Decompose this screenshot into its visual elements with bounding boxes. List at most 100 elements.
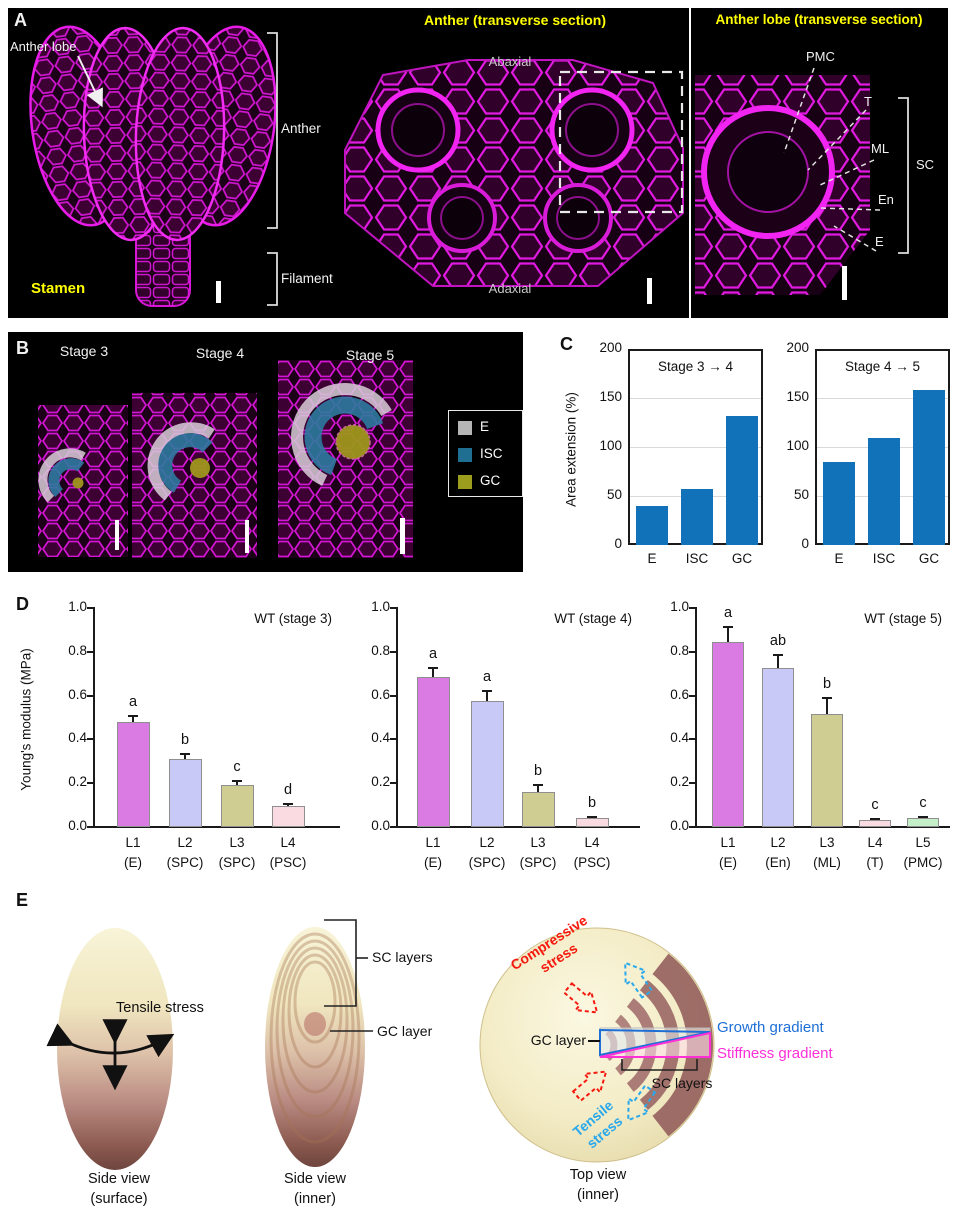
anther-bracket [267,32,278,229]
scale-bar [647,278,652,304]
x-axis [396,826,640,828]
x-tick-label: E [647,551,657,566]
x-tick-label: ISC [685,551,709,566]
x-tick-sublabel: (SPC) [218,855,256,870]
x-tick-label: L3 [229,835,245,850]
y-tick-label: 0.4 [68,730,87,746]
caption-side-view-surface: Side view (surface) [57,1170,181,1209]
y-axis [396,607,398,828]
error-cap [822,696,832,699]
stage5-label: Stage 5 [345,347,395,363]
error-bar [537,785,539,792]
bar [823,461,855,545]
error-cap [533,784,543,787]
sig-letter: d [283,781,293,798]
error-bar [132,716,134,722]
error-bar [287,803,289,807]
x-tick-sublabel: (PSC) [269,855,307,870]
t-label: T [864,94,872,109]
growth-gradient-wedge [599,1028,711,1057]
bar [907,818,939,827]
stage3-image [38,405,128,557]
anther-lobe-arrow [77,55,103,108]
y-tick-label: 0.8 [670,642,689,658]
x-tick-sublabel: (E) [124,855,142,870]
error-cap [482,690,492,693]
compressive-stress-label: Compressive stress [496,904,612,997]
caption-line: Side view [283,1171,347,1187]
bar [868,438,900,545]
caption-line: Side view [87,1171,151,1187]
legend-label-e: E [480,419,490,434]
filament-label: Filament [281,271,333,286]
error-bar [826,697,828,715]
sig-letter: c [871,796,879,813]
tensile-arrow-curved [46,1023,175,1058]
bar [762,668,794,827]
panel-c-ylabel: Area extension (%) [563,392,579,507]
tick-mark [87,738,93,741]
gridline [817,398,948,399]
x-tick-label: L1 [425,835,441,850]
panel-e-label: E [16,890,29,910]
y-axis [93,607,95,828]
x-tick-label: GC [918,551,940,566]
y-tick-label: 0.6 [371,686,390,702]
anther-cross-section-image [344,59,684,304]
stamen-title: Stamen [31,280,86,297]
tick-mark [689,607,695,609]
tick-mark [689,826,695,828]
stiffness-gradient-wedge [599,1031,711,1058]
x-tick-sublabel: (SPC) [519,855,557,870]
y-tick-label: 0.0 [371,818,390,833]
bar [116,721,150,827]
error-cap [428,667,438,670]
anther-lobe-label: Anther lobe [10,39,77,54]
error-bar [236,781,238,786]
filament-image [135,203,191,307]
bar [636,505,668,545]
gc-layer-side-label: GC layer [377,1023,433,1039]
tick-mark [87,650,93,653]
sig-letter: c [233,759,241,775]
y-tick-label: 0.6 [670,686,689,702]
x-tick-label: L4 [584,835,600,850]
panel-d-ylabel: Young's modulus (MPa) [18,648,34,791]
x-tick-label: L2 [177,835,193,850]
sig-letter: b [533,763,543,780]
stage5-image [278,360,413,558]
x-axis [695,826,950,828]
compressive-arrow-top [562,981,599,1014]
filament-bracket [267,252,278,306]
x-tick-sublabel: (ML) [813,855,841,870]
x-tick-label: L3 [819,835,835,850]
y-tick-label: 0.2 [670,774,689,790]
y-tick-label: 50 [606,487,622,502]
adaxial-label: Adaxial [488,281,532,296]
stage4-image [132,393,257,558]
legend-label-isc: ISC [480,446,503,461]
y-tick-label: 50 [793,487,809,502]
bar [712,641,744,827]
pmc-label: PMC [806,49,835,64]
sc-layers-bracket [324,919,357,1007]
zoom-region-box [558,70,684,214]
x-tick-sublabel: (En) [765,855,791,870]
error-bar [777,655,779,669]
gridline [630,447,761,448]
tensile-stress-label: Tensile stress [116,1000,204,1016]
gradient-strip [599,1027,711,1058]
legend-swatch-gc [458,475,472,489]
x-tick-sublabel: (SPC) [166,855,204,870]
x-tick-label: L3 [530,835,546,850]
gc-layer-top-label: GC layer [530,1032,586,1048]
tick-mark [87,607,93,609]
panel-a-label: A [14,10,27,30]
tensile-arrow-top [624,961,654,999]
sig-letter: a [428,646,438,663]
anther-label: Anther [281,121,321,136]
error-cap [180,752,190,755]
gc-core [304,1012,326,1036]
chart-title: WT (stage 4) [554,611,632,626]
